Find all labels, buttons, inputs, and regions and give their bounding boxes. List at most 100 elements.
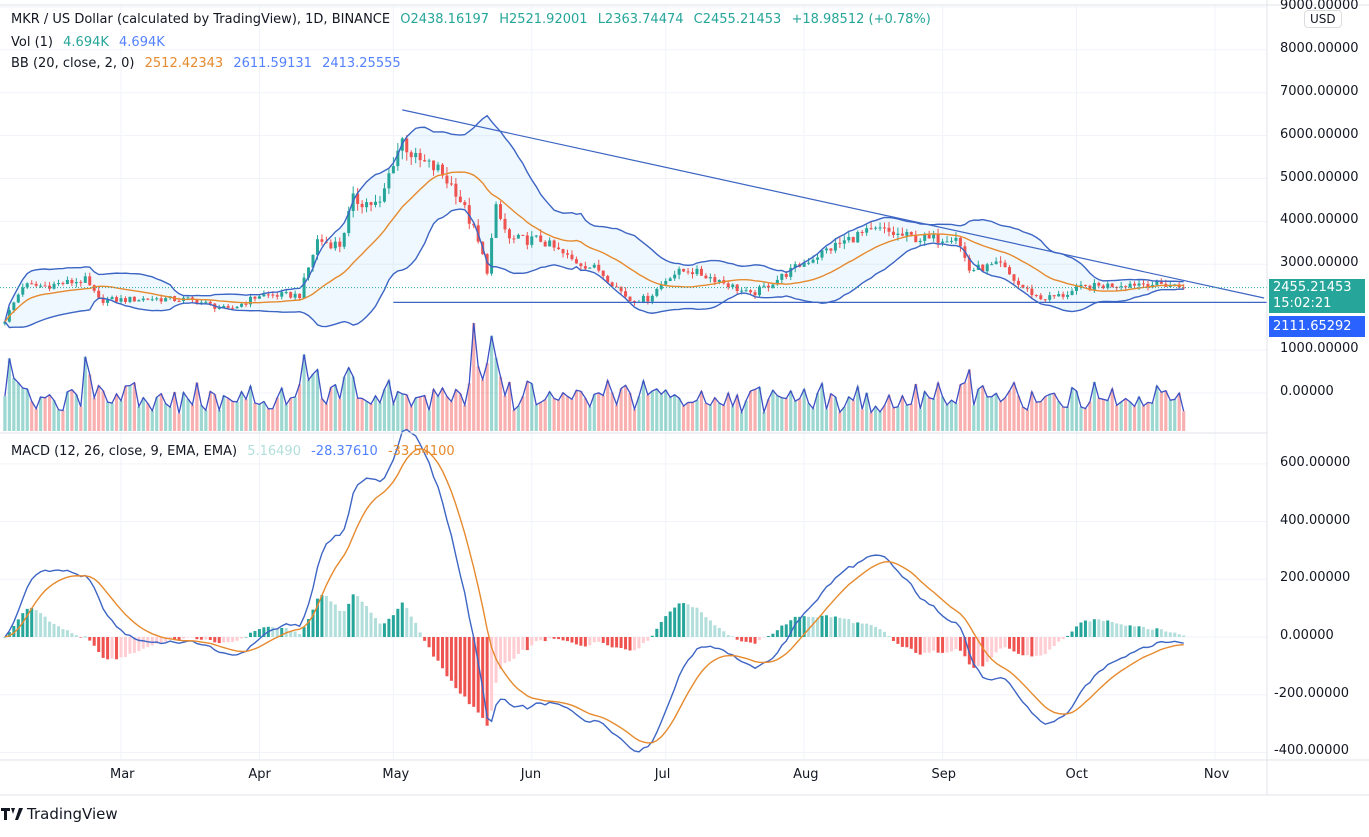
macd-histogram-bar — [847, 619, 851, 637]
macd-signal-line — [4, 448, 1184, 744]
volume-bar — [1092, 381, 1096, 431]
symbol-legend[interactable]: MKR / US Dollar (calculated by TradingVi… — [11, 12, 937, 27]
volume-bar — [128, 385, 132, 431]
macd-histogram-bar — [101, 637, 105, 658]
volume-bar — [1106, 400, 1110, 431]
candle — [155, 296, 159, 302]
volume-bar — [494, 357, 498, 431]
macd-histogram-bar — [905, 637, 909, 648]
macd-tick-label: 600.00000 — [1280, 454, 1351, 470]
candle — [356, 187, 360, 211]
candle — [869, 222, 873, 230]
volume-bar — [409, 406, 413, 431]
candle-body — [588, 267, 592, 269]
macd-histogram-bar — [1133, 626, 1137, 637]
macd-histogram-bar — [1101, 620, 1105, 637]
candle — [847, 232, 851, 243]
volume-bar — [1074, 391, 1079, 431]
volume-bar — [798, 398, 802, 431]
macd-histogram-bar — [1008, 637, 1012, 649]
macd-histogram-bar — [534, 637, 538, 642]
candle-body — [749, 290, 753, 293]
volume-bar — [324, 403, 328, 431]
candle — [851, 236, 855, 243]
macd-histogram-bar — [467, 637, 471, 705]
candle — [1016, 277, 1020, 289]
candle — [1061, 291, 1065, 300]
candle — [1146, 280, 1150, 291]
candle — [525, 232, 529, 250]
candle-body — [137, 300, 141, 302]
candle-body — [677, 268, 681, 275]
candle-body — [851, 237, 855, 243]
volume-bar — [284, 404, 288, 431]
macd-legend[interactable]: MACD (12, 26, close, 9, EMA, EMA) 5.1649… — [11, 444, 461, 459]
candle — [860, 230, 864, 237]
candle-body — [771, 284, 775, 288]
volume-bar — [329, 387, 333, 431]
candle-body — [1110, 283, 1114, 287]
macd-histogram-bar — [1052, 637, 1056, 646]
macd-histogram-bar — [177, 637, 181, 641]
tradingview-logo[interactable]: TradingView — [1, 805, 118, 823]
candle-body — [1039, 295, 1043, 300]
volume-bar — [1057, 401, 1061, 431]
volume-bar — [119, 400, 123, 431]
volume-bar — [298, 384, 302, 431]
macd-histogram-bar — [842, 618, 846, 637]
candle — [887, 222, 891, 237]
macd-histogram-bar — [1066, 635, 1070, 637]
currency-button[interactable]: USD — [1304, 10, 1342, 28]
macd-histogram-bar — [3, 637, 7, 638]
volume-bar — [114, 393, 119, 431]
volume-bar — [1137, 396, 1141, 431]
volume-bar — [543, 399, 547, 431]
price-tick-label: 6000.00000 — [1280, 126, 1359, 142]
volume-bar — [637, 396, 641, 431]
volume-bar — [945, 404, 949, 431]
volume-bar — [396, 391, 400, 431]
candle — [1034, 294, 1038, 298]
macd-histogram-bar — [204, 637, 208, 640]
volume-bar — [695, 400, 699, 431]
candle-body — [762, 285, 766, 287]
candle — [409, 150, 413, 165]
candle-body — [1021, 284, 1025, 288]
macd-histogram-bar — [396, 608, 400, 637]
macd-histogram-bar — [378, 623, 382, 637]
volume-bar — [722, 405, 726, 431]
macd-histogram-bar — [923, 637, 927, 653]
candle — [70, 277, 74, 287]
volume-bar — [918, 408, 922, 431]
macd-histogram-bar — [780, 625, 784, 637]
volume-bar — [168, 407, 172, 431]
candle-body — [315, 239, 319, 255]
candle — [878, 222, 882, 231]
macd-histogram-bar — [173, 637, 177, 640]
macd-histogram-bar — [1155, 628, 1159, 637]
macd-histogram-bar — [981, 637, 985, 667]
volume-bar — [664, 389, 668, 431]
candle-body — [766, 285, 770, 288]
macd-histogram-bar — [945, 637, 949, 653]
candle-body — [784, 273, 788, 277]
volume-bar — [217, 409, 221, 431]
volume-bar — [1141, 405, 1146, 431]
volume-bar — [619, 388, 623, 431]
last-price-value: 2455.21453 — [1273, 280, 1352, 295]
volume-legend[interactable]: Vol (1) 4.694K 4.694K — [11, 35, 171, 50]
volume-bar — [1039, 401, 1043, 431]
candle — [382, 183, 386, 203]
bar-countdown: 15:02:21 — [1273, 296, 1332, 311]
candle-body — [445, 175, 449, 184]
volume-bar — [1159, 392, 1163, 431]
bb-legend[interactable]: BB (20, close, 2, 0) 2512.42343 2611.591… — [11, 56, 407, 71]
candle-body — [186, 297, 190, 299]
candle — [97, 286, 101, 300]
macd-histogram-bar — [1173, 632, 1177, 637]
volume-bar — [1030, 391, 1034, 431]
volume-bar — [498, 376, 503, 431]
volume-bar — [338, 398, 342, 431]
macd-histogram-bar — [972, 637, 976, 668]
